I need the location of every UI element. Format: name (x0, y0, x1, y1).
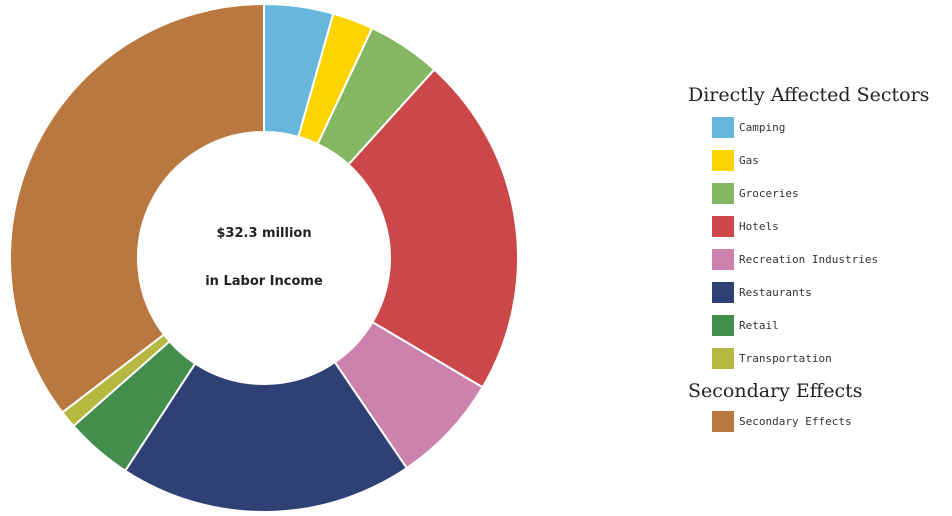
legend-label-secondary-effects: Secondary Effects (739, 414, 852, 428)
legend-swatch-camping (712, 116, 734, 138)
legend-label-retail: Retail (739, 318, 779, 332)
donut-slices (9, 2, 519, 513)
legend-swatch-restaurants (712, 281, 734, 303)
legend-swatch-gas (712, 149, 734, 171)
legend-label-restaurants: Restaurants (739, 285, 812, 299)
legend-label-hotels: Hotels (739, 219, 779, 233)
center-caption-label: in Labor Income (205, 274, 323, 289)
legend: Directly Affected Sectors Camping Gas Gr… (688, 84, 952, 443)
legend-label-gas: Gas (739, 153, 759, 167)
legend-heading-secondary: Secondary Effects (688, 380, 863, 402)
legend-label-camping: Camping (739, 120, 786, 134)
legend-swatch-transportation (712, 347, 734, 369)
center-total-label: $32.3 million (216, 226, 311, 241)
legend-item-retail[interactable]: Retail (712, 314, 952, 336)
legend-label-transportation: Transportation (739, 351, 832, 365)
legend-swatch-groceries (712, 182, 734, 204)
legend-label-recreation-industries: Recreation Industries (739, 252, 879, 266)
legend-swatch-recreation-industries (712, 248, 734, 270)
legend-heading-direct: Directly Affected Sectors (688, 84, 930, 106)
legend-list-secondary: Secondary Effects (712, 410, 952, 432)
legend-swatch-hotels (712, 215, 734, 237)
legend-swatch-retail (712, 314, 734, 336)
donut-chart: $32.3 million in Labor Income (9, 2, 519, 513)
legend-item-gas[interactable]: Gas (712, 149, 952, 171)
legend-item-camping[interactable]: Camping (712, 116, 952, 138)
slice-secondary-effects[interactable] (9, 2, 265, 414)
legend-list-direct: Camping Gas Groceries Hotels Recreation … (712, 116, 952, 369)
legend-item-groceries[interactable]: Groceries (712, 182, 952, 204)
legend-item-recreation-industries[interactable]: Recreation Industries (712, 248, 952, 270)
slice-hotels[interactable] (347, 68, 519, 389)
legend-swatch-secondary-effects (712, 410, 734, 432)
legend-item-hotels[interactable]: Hotels (712, 215, 952, 237)
slice-restaurants[interactable] (123, 360, 409, 513)
legend-item-secondary-effects[interactable]: Secondary Effects (712, 410, 952, 432)
legend-item-transportation[interactable]: Transportation (712, 347, 952, 369)
legend-item-restaurants[interactable]: Restaurants (712, 281, 952, 303)
legend-label-groceries: Groceries (739, 186, 799, 200)
